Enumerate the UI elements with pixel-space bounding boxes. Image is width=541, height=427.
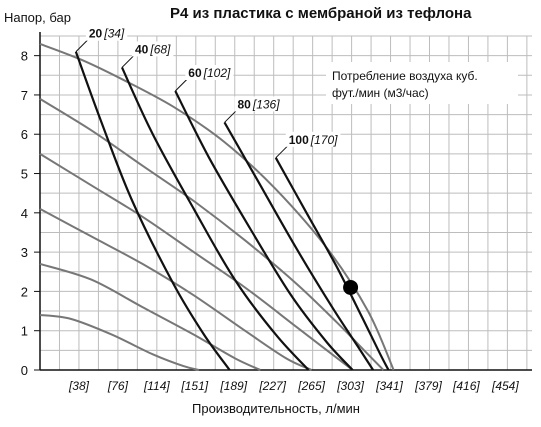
x-tick-labels: [38] [76] [114] [151] [189] [227] [265] [303] [3… <box>68 379 519 393</box>
x-tick-label-10: [416] <box>452 379 480 393</box>
y-tick-label-3: 3 <box>21 245 28 260</box>
y-tick-label-8: 8 <box>21 49 28 64</box>
air-curve-leader-40 <box>121 55 135 68</box>
x-tick-label-0: [38] <box>68 379 90 393</box>
air-consumption-note-line-2: фут./мин (м3/час) <box>332 86 429 100</box>
air-curve-leader-20 <box>75 39 89 53</box>
operating-point-marker <box>343 279 359 295</box>
y-tick-label-4: 4 <box>21 206 28 221</box>
air-curve-label-100: 100 <box>289 133 309 147</box>
y-tick-label-1: 1 <box>21 324 28 339</box>
performance-curve-0 <box>39 42 395 371</box>
air-curve-metric-80: [136] <box>252 97 280 111</box>
air-curve-metric-40: [68] <box>149 42 171 56</box>
air-curve-leader-60 <box>174 78 188 92</box>
air-curve-leader-80 <box>224 110 237 123</box>
air-curve-label-bg-80 <box>234 96 283 112</box>
air-curve-label-80: 80 <box>238 97 252 111</box>
y-tick-label-2: 2 <box>21 284 28 299</box>
air-curve-leader-100 <box>275 145 289 159</box>
y-tick-label-5: 5 <box>21 167 28 182</box>
air-curve-label-bg-40 <box>132 41 174 57</box>
x-tick-label-9: [379] <box>414 379 442 393</box>
chart-title: P4 из пластика с мембраной из тефлона <box>170 5 472 22</box>
axes <box>39 32 532 371</box>
air-curve-label-bg-60 <box>185 65 234 81</box>
x-tick-label-7: [303] <box>336 379 364 393</box>
air-curve-20 <box>74 51 231 371</box>
x-tick-label-5: [227] <box>258 379 286 393</box>
x-tick-label-8: [341] <box>375 379 403 393</box>
air-consumption-note: Потребление воздуха куб. фут./мин (м3/ча… <box>326 62 518 104</box>
air-curve-metric-20: [34] <box>103 27 125 41</box>
y-tick-labels: 0 1 2 3 4 5 6 7 8 <box>21 49 40 378</box>
air-curve-60 <box>174 90 354 371</box>
air-curve-label-40: 40 <box>135 42 149 56</box>
y-axis-label: Напор, бар <box>4 10 71 25</box>
air-curve-metric-60: [102] <box>203 66 231 80</box>
air-curve-metric-100: [170] <box>310 133 338 147</box>
x-axis-label: Производительность, л/мин <box>192 401 360 416</box>
performance-curve-4 <box>39 262 261 371</box>
y-tick-label-7: 7 <box>21 88 28 103</box>
performance-curve-5 <box>39 314 200 371</box>
performance-curve-2 <box>39 153 354 371</box>
air-curve-40 <box>120 66 310 371</box>
air-curve-label-20: 20 <box>89 27 103 41</box>
y-tick-label-6: 6 <box>21 127 28 142</box>
operating-point <box>343 279 359 295</box>
x-tick-label-3: [151] <box>180 379 208 393</box>
air-consumption-curves <box>74 51 390 371</box>
x-tick-label-11: [454] <box>491 379 519 393</box>
air-consumption-note-line-1: Потребление воздуха куб. <box>332 69 478 83</box>
air-curve-label-bg-100 <box>285 131 341 147</box>
air-curve-labels: 20 [34] 40 [68] 60 [102] 80 [136] 100 [170] <box>75 25 341 159</box>
x-tick-label-6: [265] <box>297 379 325 393</box>
x-tick-label-4: [189] <box>219 379 247 393</box>
air-curve-label-bg-20 <box>85 25 128 41</box>
x-tick-label-2: [114] <box>143 379 170 393</box>
air-consumption-note-background <box>326 62 518 104</box>
performance-curve-3 <box>39 208 313 371</box>
air-curve-label-60: 60 <box>188 66 202 80</box>
air-curve-80 <box>223 121 375 371</box>
y-tick-label-0: 0 <box>21 363 28 378</box>
x-tick-label-1: [76] <box>107 379 129 393</box>
